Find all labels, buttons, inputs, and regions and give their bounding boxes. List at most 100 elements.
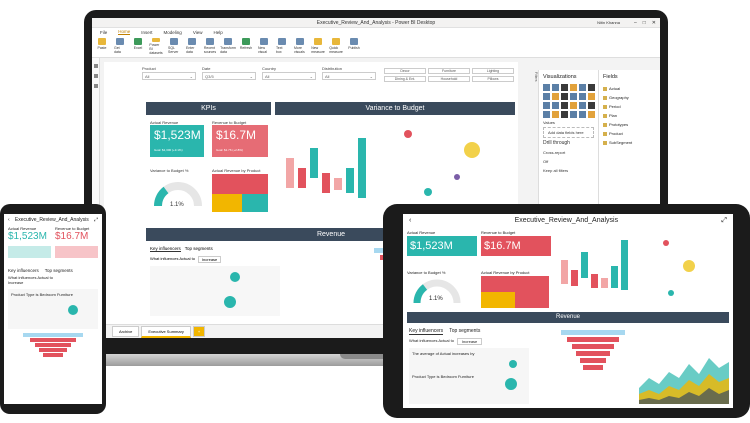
variance-gauge[interactable]: Variance to Budget % 1.1% xyxy=(148,166,206,216)
tablet-tab-top-segments[interactable]: Top segments xyxy=(449,328,481,334)
excel-button[interactable]: Excel xyxy=(132,38,144,55)
phone-influencer-panel[interactable]: Product Type is Bedroom Furniture xyxy=(8,289,98,329)
tab-key-influencers[interactable]: Key influencers xyxy=(150,246,181,252)
database-icon xyxy=(116,38,124,45)
model-view-icon[interactable] xyxy=(93,84,98,88)
tablet-budget-card[interactable]: Revenue to Budget $16.7M xyxy=(481,230,551,256)
back-icon[interactable]: ‹ xyxy=(409,217,412,224)
expand-icon[interactable]: ⤢ xyxy=(721,217,727,224)
more-visuals-button[interactable]: More visuals xyxy=(294,38,306,55)
scatter-chart[interactable] xyxy=(384,118,514,218)
cross-report-toggle[interactable]: Off xyxy=(543,159,549,164)
field-subsegment[interactable]: SubSegment xyxy=(599,138,660,147)
table-icon xyxy=(188,38,196,45)
variance-header: Variance to Budget xyxy=(275,102,515,115)
influencer-panel[interactable] xyxy=(150,266,280,316)
chip-decor[interactable]: Decor xyxy=(384,68,426,74)
revenue-budget-card[interactable]: Revenue to Budget $16.7M Goal: $1.76 (+2… xyxy=(210,118,270,160)
menu-help[interactable]: Help xyxy=(213,29,223,35)
tablet-area-chart[interactable] xyxy=(639,328,729,404)
field-prototypes[interactable]: Prototypes xyxy=(599,120,660,129)
tablet-funnel-chart[interactable] xyxy=(553,328,633,404)
new-measure-button[interactable]: New measure xyxy=(311,38,325,55)
dataset-icon xyxy=(152,38,160,42)
refresh-button[interactable]: Refresh xyxy=(240,38,252,55)
filters-toggle[interactable]: Filters xyxy=(534,72,538,82)
transform-data-button[interactable]: Transform data xyxy=(220,38,236,55)
paste-button[interactable]: Paste xyxy=(96,38,108,55)
chevron-down-icon: ⌄ xyxy=(309,74,313,79)
minimize-icon[interactable]: – xyxy=(633,19,637,26)
product-treemap[interactable]: Actual Revenue by Product xyxy=(210,166,270,216)
menu-modeling[interactable]: Modeling xyxy=(163,29,182,35)
tablet-treemap[interactable]: Actual Revenue by Product xyxy=(481,270,551,310)
tablet-actual-card[interactable]: Actual Revenue $1,523M xyxy=(407,230,477,256)
tablet-increase-dropdown[interactable]: Increase xyxy=(456,338,483,345)
tablet-tab-key-influencers[interactable]: Key influencers xyxy=(409,328,444,335)
recent-sources-button[interactable]: Recent sources xyxy=(204,38,216,55)
values-well[interactable]: Add data fields here xyxy=(543,127,594,138)
field-geography[interactable]: Geography xyxy=(599,93,660,102)
slicer-distribution[interactable]: Distribution All ⌄ xyxy=(322,66,376,80)
user-name: Nitin Khanna xyxy=(597,20,620,25)
actual-revenue-card[interactable]: Actual Revenue $1,523M Goal: $1,300 (+3.… xyxy=(148,118,206,160)
slicer-country[interactable]: Country All ⌄ xyxy=(262,66,316,80)
visualizations-title: Visualizations xyxy=(543,74,577,80)
tab-executive-summary[interactable]: Executive Summary xyxy=(141,325,191,338)
field-plan[interactable]: Plan xyxy=(599,111,660,120)
chip-dining[interactable]: Dining & Ent. xyxy=(384,76,426,82)
add-page-button[interactable]: + xyxy=(192,326,206,337)
tab-archive[interactable]: Archive xyxy=(112,326,140,337)
phone-kpis: Actual Revenue $1,523M Revenue to Budget… xyxy=(4,226,102,242)
new-visual-button[interactable]: New visual xyxy=(258,38,270,55)
phone-budget-card[interactable]: Revenue to Budget $16.7M xyxy=(55,226,90,242)
report-view-icon[interactable] xyxy=(93,64,98,68)
data-view-icon[interactable] xyxy=(93,74,98,78)
waterfall-chart[interactable] xyxy=(276,118,376,218)
quick-measure-button[interactable]: Quick measure xyxy=(329,38,343,55)
expand-icon[interactable]: ⤢ xyxy=(93,217,98,223)
actual-revenue-value: $1,523M xyxy=(154,128,201,142)
chip-pillows[interactable]: Pillows xyxy=(472,76,514,82)
phone-funnel-chart[interactable] xyxy=(8,333,98,369)
field-period[interactable]: Period xyxy=(599,102,660,111)
phone-influencer-tabs: Key influencers Top segments xyxy=(4,262,102,275)
tablet-waterfall-chart[interactable] xyxy=(555,230,635,310)
get-data-button[interactable]: Get data xyxy=(114,38,126,55)
publish-button[interactable]: Publish xyxy=(348,38,360,55)
chip-furniture[interactable]: Furniture xyxy=(428,68,470,74)
sql-icon xyxy=(170,38,178,45)
tablet-gauge[interactable]: Variance to Budget % 1.1% xyxy=(407,270,477,310)
phone-actual-card[interactable]: Actual Revenue $1,523M xyxy=(8,226,47,242)
menu-file[interactable]: File xyxy=(100,29,108,35)
phone-header: ‹ Executive_Review_And_Analysis ⤢ xyxy=(4,214,102,226)
window-title: Executive_Review_And_Analysis - Power BI… xyxy=(316,19,436,26)
back-icon[interactable]: ‹ xyxy=(8,217,10,223)
slicer-date[interactable]: Date Q3/5 ⌄ xyxy=(202,66,256,80)
enter-data-button[interactable]: Enter data xyxy=(186,38,198,55)
pbi-datasets-button[interactable]: Power BI datasets xyxy=(149,38,163,55)
chip-lighting[interactable]: Lighting xyxy=(472,68,514,74)
influence-dropdown[interactable]: Increase xyxy=(197,256,222,263)
phone-tab-top-segments[interactable]: Top segments xyxy=(44,268,73,273)
laptop-notch xyxy=(340,354,410,359)
menu-home[interactable]: Home xyxy=(118,29,131,35)
phone-sparks xyxy=(4,242,102,262)
chip-household[interactable]: Household xyxy=(428,76,470,82)
slicer-product[interactable]: Product All ⌄ xyxy=(142,66,196,80)
maximize-icon[interactable]: □ xyxy=(642,19,646,26)
text-box-button[interactable]: Text box xyxy=(276,38,288,55)
sql-server-button[interactable]: SQL Server xyxy=(168,38,180,55)
field-product[interactable]: Product xyxy=(599,129,660,138)
influencer-question: What influences Actual to Increase xyxy=(150,256,222,263)
menu-view[interactable]: View xyxy=(192,29,203,35)
phone-increase-dropdown[interactable]: Increase xyxy=(8,280,24,285)
close-icon[interactable]: ✕ xyxy=(651,19,656,26)
menu-insert[interactable]: Insert xyxy=(141,29,153,35)
tablet-influencer-panel[interactable]: The average of Actual increases by Produ… xyxy=(409,348,529,404)
quick-measure-icon xyxy=(332,38,340,45)
field-actual[interactable]: Actual xyxy=(599,84,660,93)
tab-top-segments[interactable]: Top segments xyxy=(184,246,213,251)
tablet-scatter-chart[interactable] xyxy=(643,230,729,310)
phone-tab-key-influencers[interactable]: Key influencers xyxy=(8,268,39,273)
